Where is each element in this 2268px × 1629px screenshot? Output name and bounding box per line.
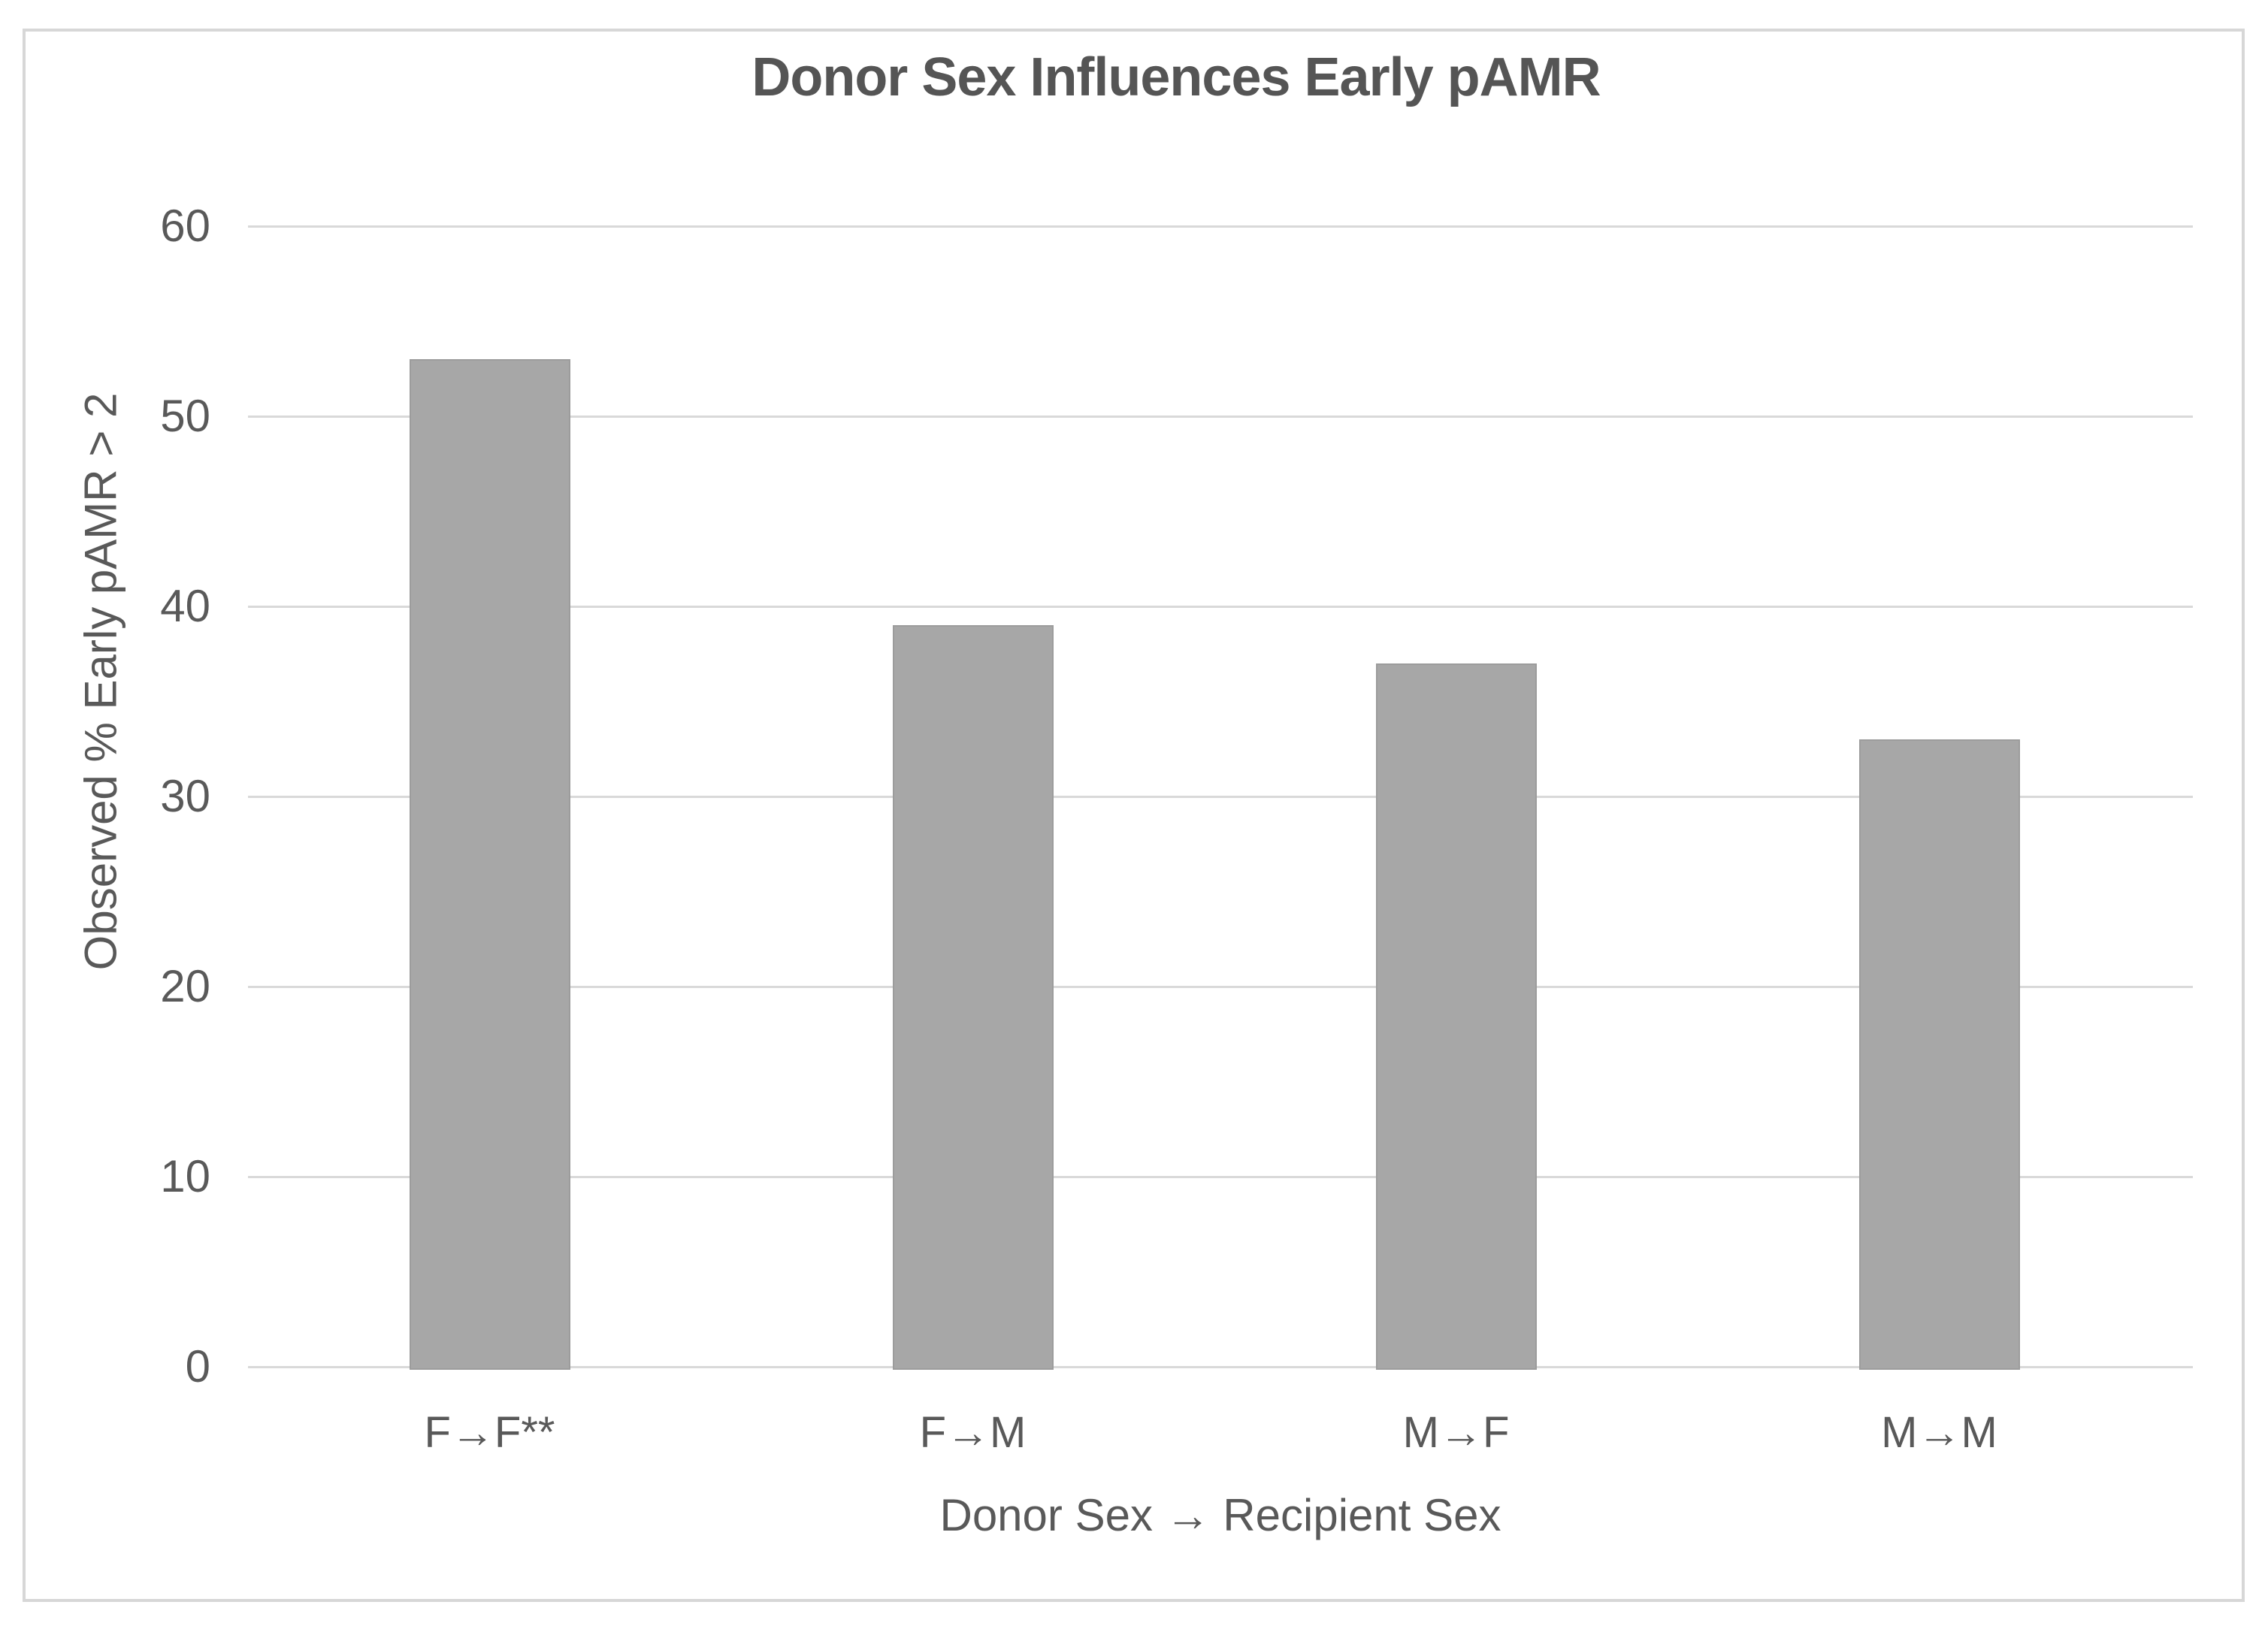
y-tick-label-10: 10: [160, 1151, 210, 1201]
gridline-y-50: [248, 415, 2193, 418]
x-category-label-1: F→F**: [424, 1408, 555, 1457]
y-tick-label-30: 30: [160, 771, 210, 821]
gridline-y-10: [248, 1175, 2193, 1178]
bar-2: [892, 625, 1054, 1370]
y-tick-label-20: 20: [160, 961, 210, 1011]
gridline-y-0: [248, 1365, 2193, 1368]
gridline-y-30: [248, 795, 2193, 798]
y-tick-label-40: 40: [160, 581, 210, 631]
y-tick-label-50: 50: [160, 391, 210, 441]
gridline-y-20: [248, 985, 2193, 988]
x-axis-title: Donor Sex → Recipient Sex: [939, 1490, 1501, 1540]
x-category-label-3: M→F: [1402, 1408, 1510, 1457]
bar-1: [409, 359, 570, 1370]
bar-4: [1858, 739, 2020, 1370]
y-axis-title: Observed % Early pAMR > 2: [75, 392, 126, 971]
x-category-label-2: F→M: [919, 1408, 1027, 1457]
gridline-y-40: [248, 605, 2193, 608]
y-tick-label-60: 60: [160, 201, 210, 251]
gridline-y-60: [248, 225, 2193, 228]
y-tick-label-0: 0: [185, 1341, 210, 1392]
bar-3: [1375, 663, 1537, 1370]
chart-title: Donor Sex Influences Early pAMR: [751, 47, 1601, 107]
x-category-label-4: M→M: [1881, 1408, 1997, 1457]
